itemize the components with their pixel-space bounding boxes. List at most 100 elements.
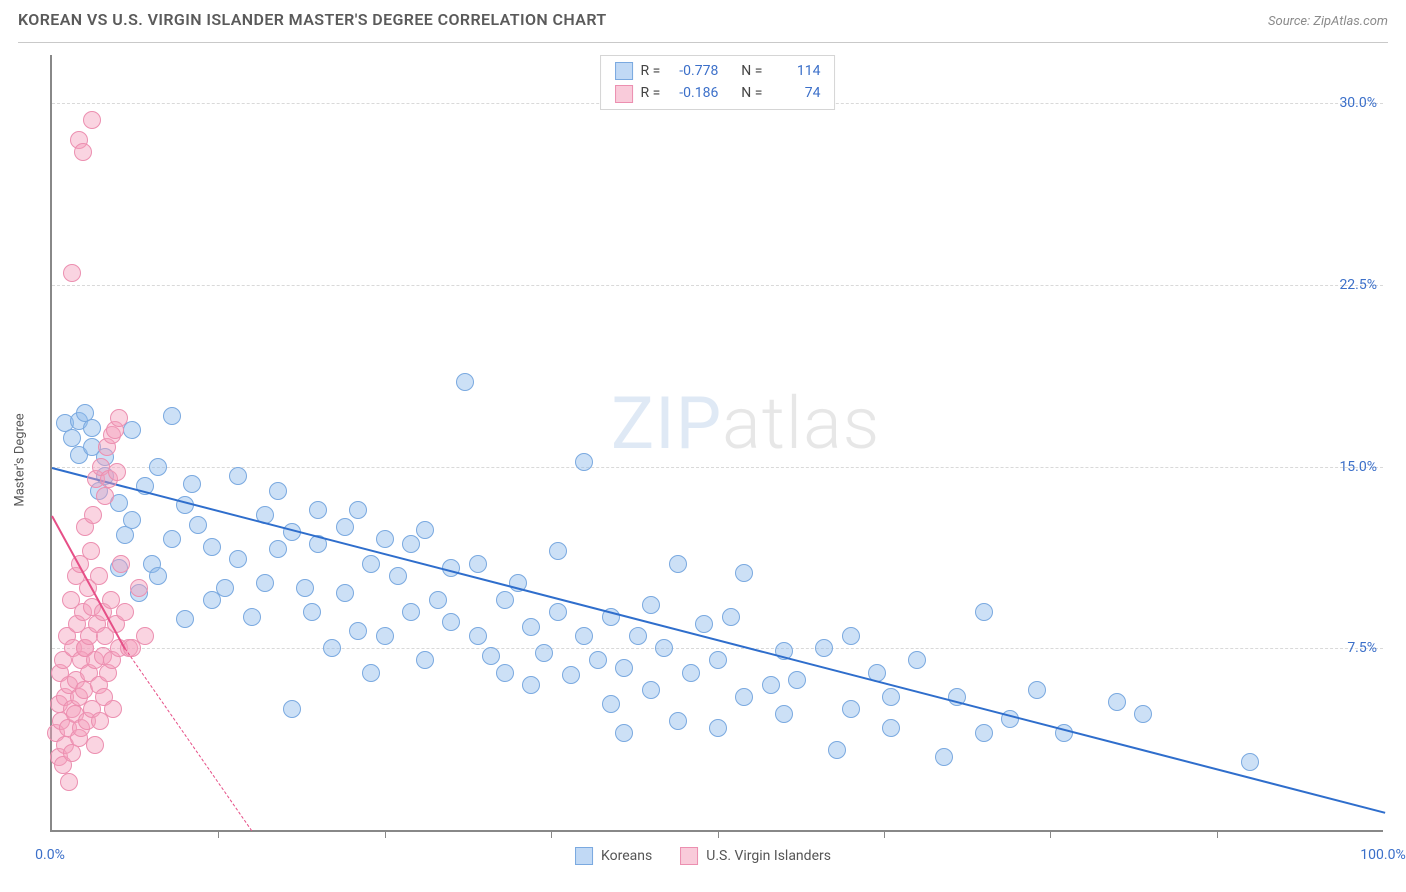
chart-source: Source: ZipAtlas.com [1268, 14, 1388, 29]
data-point [116, 603, 134, 621]
gridline [52, 285, 1383, 286]
data-point [90, 567, 108, 585]
data-point [216, 579, 234, 597]
data-point [882, 719, 900, 737]
chart-header: KOREAN VS U.S. VIRGIN ISLANDER MASTER'S … [0, 0, 1406, 35]
data-point [735, 688, 753, 706]
data-point [882, 688, 900, 706]
data-point [522, 618, 540, 636]
data-point [83, 111, 101, 129]
data-point [416, 651, 434, 669]
data-point [775, 705, 793, 723]
data-point [682, 664, 700, 682]
stat-value: -0.186 [668, 82, 718, 104]
legend-swatch [615, 62, 633, 80]
data-point [589, 651, 607, 669]
data-point [416, 521, 434, 539]
data-point [136, 627, 154, 645]
data-point [629, 627, 647, 645]
data-point [669, 712, 687, 730]
data-point [709, 719, 727, 737]
stat-label: N = [741, 60, 762, 82]
data-point [63, 429, 81, 447]
y-tick-label: 22.5% [1339, 277, 1377, 293]
data-point [336, 518, 354, 536]
data-point [163, 407, 181, 425]
data-point [722, 608, 740, 626]
data-point [283, 700, 301, 718]
data-point [108, 463, 126, 481]
bottom-legend: Koreans U.S. Virgin Islanders [575, 847, 831, 865]
legend-swatch [680, 847, 698, 865]
x-tick [884, 830, 885, 838]
data-point [549, 542, 567, 560]
data-point [269, 482, 287, 500]
data-point [602, 695, 620, 713]
watermark: ZIPatlas [611, 381, 880, 466]
data-point [149, 567, 167, 585]
data-point [163, 530, 181, 548]
data-point [86, 736, 104, 754]
data-point [60, 773, 78, 791]
data-point [96, 487, 114, 505]
data-point [189, 516, 207, 534]
x-axis-label: 0.0% [35, 847, 65, 863]
legend-label: Koreans [601, 848, 652, 864]
data-point [149, 458, 167, 476]
data-point [496, 591, 514, 609]
data-point [469, 555, 487, 573]
data-point [615, 724, 633, 742]
data-point [112, 555, 130, 573]
trend-line [52, 467, 1385, 814]
legend-label: U.S. Virgin Islanders [706, 848, 831, 864]
data-point [575, 627, 593, 645]
data-point [642, 596, 660, 614]
data-point [695, 615, 713, 633]
legend-swatch [575, 847, 593, 865]
data-point [349, 622, 367, 640]
stat-value: -0.778 [668, 60, 718, 82]
legend-swatch [615, 85, 633, 103]
data-point [496, 664, 514, 682]
stat-label: N = [741, 82, 762, 104]
x-axis-label: 100.0% [1360, 847, 1405, 863]
data-point [975, 724, 993, 742]
data-point [376, 627, 394, 645]
gridline [52, 648, 1383, 649]
data-point [402, 535, 420, 553]
data-point [535, 644, 553, 662]
data-point [456, 373, 474, 391]
stat-value: 74 [770, 82, 820, 104]
data-point [130, 579, 148, 597]
data-point [615, 659, 633, 677]
data-point [815, 639, 833, 657]
data-point [84, 506, 102, 524]
stats-legend: R =-0.778 N =114R =-0.186 N =74 [600, 55, 836, 110]
gridline [52, 467, 1383, 468]
data-point [336, 584, 354, 602]
data-point [110, 409, 128, 427]
data-point [1134, 705, 1152, 723]
y-tick-label: 7.5% [1347, 640, 1377, 656]
data-point [522, 676, 540, 694]
data-point [975, 603, 993, 621]
y-tick-label: 30.0% [1339, 95, 1377, 111]
data-point [842, 627, 860, 645]
data-point [1241, 753, 1259, 771]
data-point [63, 264, 81, 282]
data-point [229, 467, 247, 485]
data-point [655, 639, 673, 657]
data-point [362, 555, 380, 573]
y-tick-label: 15.0% [1339, 459, 1377, 475]
x-tick [385, 830, 386, 838]
data-point [183, 475, 201, 493]
stat-label: R = [641, 60, 661, 82]
data-point [104, 700, 122, 718]
data-point [349, 501, 367, 519]
chart-area: Master's Degree 7.5%15.0%22.5%30.0%ZIPat… [18, 42, 1388, 877]
data-point [429, 591, 447, 609]
data-point [389, 567, 407, 585]
data-point [243, 608, 261, 626]
data-point [402, 603, 420, 621]
data-point [828, 741, 846, 759]
